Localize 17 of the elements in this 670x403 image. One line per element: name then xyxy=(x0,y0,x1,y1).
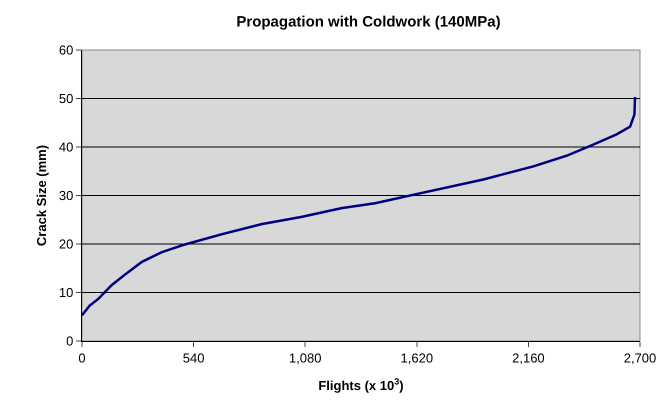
x-axis-title: Flights (x 10$^{3}$) xyxy=(318,376,404,393)
x-tick-label: 1,620 xyxy=(400,350,434,366)
x-tick-label: 1,080 xyxy=(288,350,322,366)
y-tick-label: 20 xyxy=(58,236,74,252)
x-tick-label: 540 xyxy=(182,350,204,366)
x-tick-label: 2,700 xyxy=(624,350,656,366)
line-series xyxy=(82,96,636,317)
chart-title: Propagation with Coldwork (140MPa) xyxy=(236,14,501,31)
y-tick-label: 30 xyxy=(58,188,74,204)
y-tick-label: 40 xyxy=(58,140,74,155)
x-tick-label: 2,160 xyxy=(512,350,545,366)
y-tick-label: 10 xyxy=(58,285,74,300)
y-tick-label: 0 xyxy=(66,334,74,349)
y-tick-label: 60 xyxy=(58,42,74,58)
y-axis-title: Crack Size (mm) xyxy=(34,144,49,246)
y-tick-label: 50 xyxy=(58,91,74,106)
x-tick-label: 0 xyxy=(78,350,86,366)
